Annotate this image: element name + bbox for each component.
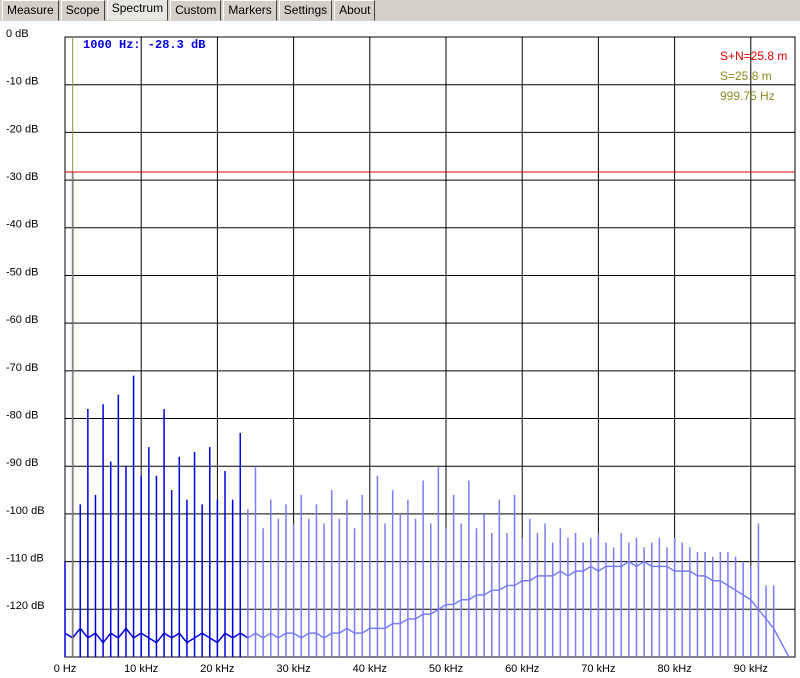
noise-floor xyxy=(247,560,790,658)
x-tick-label: 80 kHz xyxy=(657,663,691,675)
tab-bar: Measure Scope Spectrum Custom Markers Setting… xyxy=(0,0,800,22)
x-tick-label: 90 kHz xyxy=(734,663,768,675)
x-tick-label: 0 Hz xyxy=(54,663,77,675)
tab[interactable]: Spectrum xyxy=(106,0,169,21)
x-tick-label: 70 kHz xyxy=(581,663,615,675)
y-tick-label: -100 dB xyxy=(6,505,45,517)
y-tick-label: 0 dB xyxy=(6,28,29,40)
x-tick-label: 40 kHz xyxy=(353,663,387,675)
y-tick-label: -110 dB xyxy=(6,553,44,565)
y-tick-label: -10 dB xyxy=(6,76,38,88)
info-text: S+N=25.8 m xyxy=(720,49,787,63)
y-tick-label: -80 dB xyxy=(6,409,38,421)
tab[interactable]: Settings xyxy=(278,0,333,21)
y-tick-label: -120 dB xyxy=(6,600,45,612)
x-tick-label: 30 kHz xyxy=(276,663,310,675)
info-text: S=25.8 m xyxy=(720,69,772,83)
y-tick-label: -60 dB xyxy=(6,314,38,326)
tab[interactable]: Custom xyxy=(170,0,222,21)
y-tick-label: -90 dB xyxy=(6,457,38,469)
tab[interactable]: Markers xyxy=(223,0,277,21)
tab[interactable]: Measure xyxy=(2,0,59,21)
info-text: 999.75 Hz xyxy=(720,89,775,103)
x-tick-label: 20 kHz xyxy=(200,663,234,675)
x-tick-label: 60 kHz xyxy=(505,663,539,675)
tab[interactable]: Scope xyxy=(60,0,105,21)
x-tick-label: 10 kHz xyxy=(124,663,158,675)
y-tick-label: -50 dB xyxy=(6,266,38,278)
x-tick-label: 50 kHz xyxy=(429,663,463,675)
plot-border xyxy=(64,36,796,658)
readout: 1000 Hz: -28.3 dB xyxy=(83,38,205,52)
y-tick-label: -70 dB xyxy=(6,362,38,374)
y-tick-label: -20 dB xyxy=(6,123,38,135)
y-tick-label: -30 dB xyxy=(6,171,38,183)
y-tick-label: -40 dB xyxy=(6,219,38,231)
tab[interactable]: About xyxy=(334,0,376,21)
